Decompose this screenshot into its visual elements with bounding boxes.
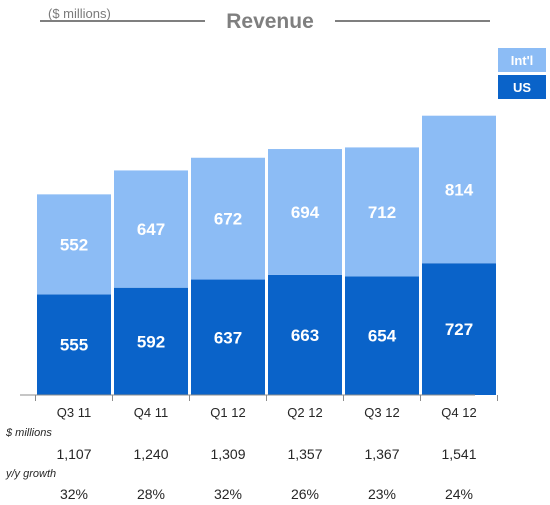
bar-label-us-5: 727 xyxy=(445,320,473,339)
bar-us-5 xyxy=(422,263,496,395)
bar-intl-3 xyxy=(268,149,342,275)
bar-label-intl-3: 694 xyxy=(291,203,320,222)
bar-us-4 xyxy=(345,276,419,395)
table-cell-millions-1: 1,240 xyxy=(133,446,168,462)
table-cell-growth-3: 26% xyxy=(291,486,319,502)
bar-us-0 xyxy=(37,294,111,395)
units-label: ($ millions) xyxy=(48,6,111,21)
table-cell-millions-5: 1,541 xyxy=(441,446,476,462)
bar-label-intl-2: 672 xyxy=(214,210,242,229)
table-row-millions: 1,107 1,240 1,309 1,357 1,367 1,541 xyxy=(56,446,476,462)
legend-label-us: US xyxy=(513,80,531,95)
bar-label-intl-1: 647 xyxy=(137,220,165,239)
tick-label-2: Q1 12 xyxy=(210,405,245,420)
legend: Int'l US xyxy=(498,48,546,99)
chart-title: Revenue xyxy=(226,10,314,33)
table-row-growth: 32% 28% 32% 26% 23% 24% xyxy=(60,486,473,502)
table-caption-growth: y/y growth xyxy=(5,468,56,480)
tick-label-4: Q3 12 xyxy=(364,405,399,420)
bar-intl-0 xyxy=(37,194,111,295)
x-axis-ticks: Q3 11 Q4 11 Q1 12 Q2 12 Q3 12 Q4 12 xyxy=(35,395,498,420)
tick-label-3: Q2 12 xyxy=(287,405,322,420)
tick-label-0: Q3 11 xyxy=(57,405,91,420)
table-cell-growth-1: 28% xyxy=(137,486,165,502)
legend-swatch-intl xyxy=(498,48,546,72)
bar-intl-5 xyxy=(422,115,496,264)
legend-swatch-us xyxy=(498,75,546,99)
table-cell-growth-5: 24% xyxy=(445,486,473,502)
table-cell-millions-2: 1,309 xyxy=(210,446,245,462)
bar-intl-1 xyxy=(114,170,188,288)
bar-intl-2 xyxy=(191,157,265,280)
bar-us-3 xyxy=(268,274,342,395)
bar-us-1 xyxy=(114,287,188,395)
bar-label-us-2: 637 xyxy=(214,328,242,347)
bars xyxy=(37,115,496,395)
table-cell-millions-0: 1,107 xyxy=(56,446,91,462)
bar-label-us-3: 663 xyxy=(291,326,319,345)
bar-label-us-0: 555 xyxy=(60,336,88,355)
bar-label-intl-4: 712 xyxy=(368,203,396,222)
bar-label-intl-0: 552 xyxy=(60,235,88,254)
table-cell-growth-2: 32% xyxy=(214,486,242,502)
table-cell-millions-3: 1,357 xyxy=(287,446,322,462)
tick-label-5: Q4 12 xyxy=(441,405,476,420)
bar-us-2 xyxy=(191,279,265,395)
tick-label-1: Q4 11 xyxy=(134,405,168,420)
table-caption-millions: $ millions xyxy=(5,427,52,439)
bar-intl-4 xyxy=(345,147,419,277)
table-cell-growth-0: 32% xyxy=(60,486,88,502)
bar-label-us-4: 654 xyxy=(368,327,397,346)
bar-label-intl-5: 814 xyxy=(445,180,474,199)
legend-label-intl: Int'l xyxy=(511,53,534,68)
table-cell-millions-4: 1,367 xyxy=(364,446,399,462)
bar-labels: 555 552 592 647 637 672 663 694 654 712 727 814 xyxy=(60,180,474,354)
table-cell-growth-4: 23% xyxy=(368,486,396,502)
bar-label-us-1: 592 xyxy=(137,332,165,351)
